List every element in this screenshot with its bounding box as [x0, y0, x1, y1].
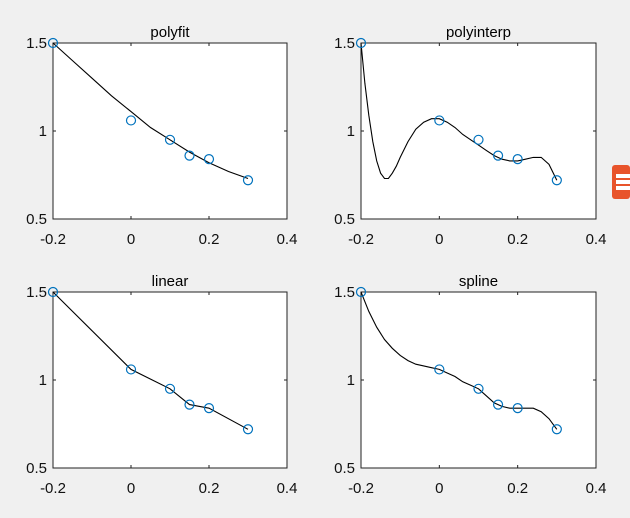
data-point-marker [473, 134, 484, 145]
subplot-linear: -0.2 0 0.2 0.4 0.5 1 1.5 linear [26, 273, 297, 497]
data-point-marker [242, 175, 254, 186]
x-tick-label: 0.4 [277, 480, 298, 497]
axes-box [52, 42, 288, 220]
x-tick-label: 0.4 [277, 231, 298, 248]
data-point-marker [551, 175, 562, 186]
data-point-marker [492, 150, 504, 161]
data-point-marker [125, 364, 137, 375]
data-point-marker [47, 286, 59, 298]
subplot-polyfit: -0.2 0 0.2 0.4 0.5 1 1.5 polyfit [26, 24, 297, 248]
x-tick-label: -0.2 [40, 480, 66, 497]
data-point-marker [355, 286, 367, 298]
x-tick-label: 0 [435, 480, 443, 497]
x-tick-label: 0.2 [507, 231, 528, 248]
x-tick-label: 0.2 [199, 480, 220, 497]
data-point-marker [164, 383, 176, 394]
data-point-marker [47, 37, 59, 49]
x-tick-label: 0.4 [586, 231, 607, 248]
x-tick-label: 0.2 [199, 231, 220, 248]
data-point-marker [184, 399, 195, 410]
fit-curve [52, 291, 249, 430]
data-point-marker [434, 115, 445, 126]
x-tick-label: 0 [435, 231, 443, 248]
y-tick-label: 0.5 [26, 211, 47, 228]
y-tick-label: 1 [39, 372, 47, 389]
subplot-title: spline [459, 273, 498, 290]
y-tick-label: 1.5 [26, 35, 47, 52]
data-point-marker [184, 150, 195, 161]
subplot-title: linear [152, 273, 189, 290]
y-tick-label: 1 [39, 123, 47, 140]
data-point-marker [242, 424, 254, 435]
data-point-marker [473, 383, 484, 394]
data-point-marker [551, 424, 562, 435]
axes-box [360, 42, 597, 220]
subplot-title: polyfit [150, 24, 190, 41]
y-tick-label: 1.5 [26, 284, 47, 301]
data-point-marker [355, 37, 367, 49]
y-tick-label: 0.5 [334, 211, 355, 228]
x-tick-label: -0.2 [348, 231, 374, 248]
data-point-marker [512, 154, 523, 165]
y-tick-label: 1 [347, 372, 355, 389]
fit-curve [360, 291, 558, 430]
x-tick-label: -0.2 [348, 480, 374, 497]
data-point-marker [125, 115, 137, 126]
data-point-marker [203, 403, 215, 414]
fit-curve [360, 42, 558, 181]
data-point-marker [203, 154, 215, 165]
x-tick-label: 0 [127, 480, 135, 497]
subplot-polyinterp: -0.2 0 0.2 0.4 0.5 1 1.5 polyinterp [334, 24, 606, 248]
x-tick-label: -0.2 [40, 231, 66, 248]
x-tick-label: 0.4 [586, 480, 607, 497]
data-point-marker [164, 134, 176, 145]
axes-box [52, 291, 288, 469]
subplot-title: polyinterp [446, 24, 511, 41]
y-tick-label: 1.5 [334, 284, 355, 301]
data-point-marker [434, 364, 445, 375]
x-tick-label: 0 [127, 231, 135, 248]
axes-box [360, 291, 597, 469]
fit-curve [52, 42, 249, 180]
x-tick-label: 0.2 [507, 480, 528, 497]
data-point-marker [512, 403, 523, 414]
y-tick-label: 1 [347, 123, 355, 140]
data-point-marker [492, 399, 504, 410]
logo-icon [612, 165, 630, 199]
y-tick-label: 0.5 [26, 460, 47, 477]
y-tick-label: 1.5 [334, 35, 355, 52]
y-tick-label: 0.5 [334, 460, 355, 477]
subplot-spline: -0.2 0 0.2 0.4 0.5 1 1.5 spline [334, 273, 606, 497]
